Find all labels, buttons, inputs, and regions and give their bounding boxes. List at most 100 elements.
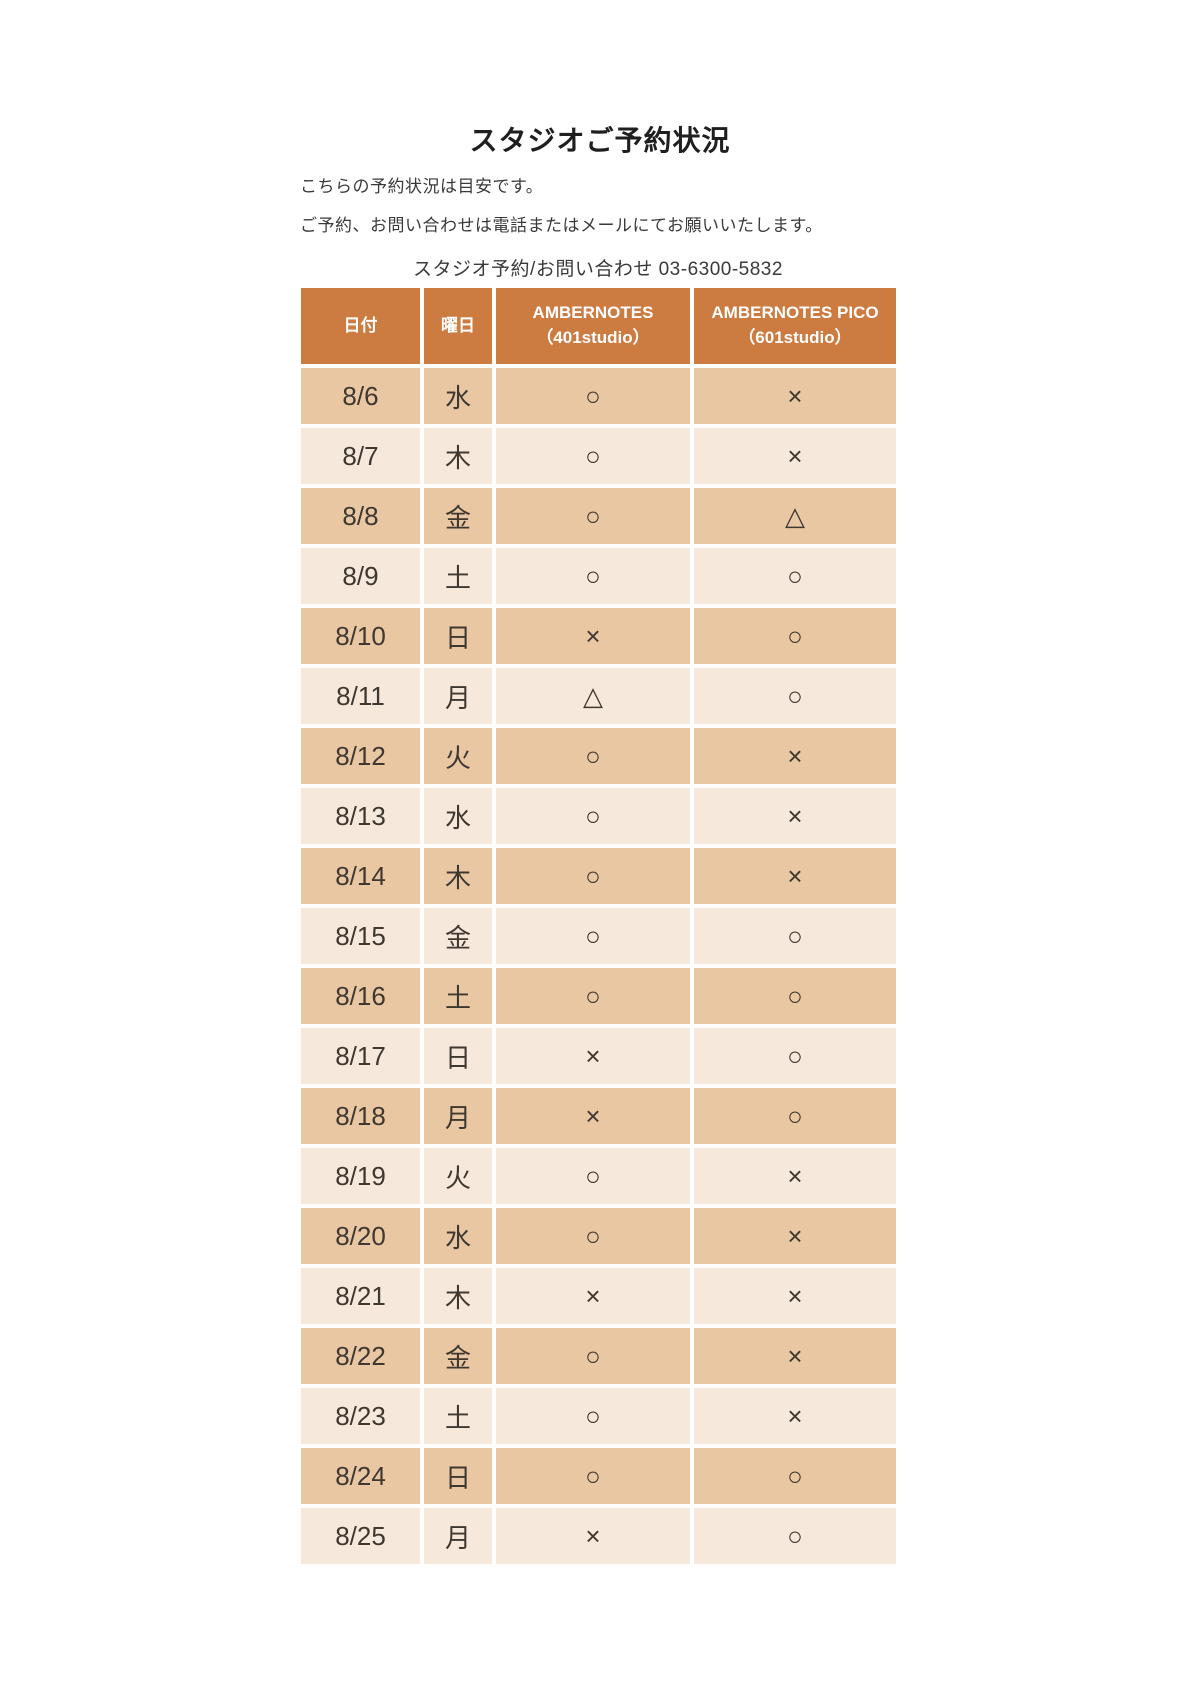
cell-status-601: ○ (694, 1028, 896, 1084)
cell-status-401: × (496, 1508, 690, 1564)
table-row: 8/8 金 ○ △ (301, 488, 896, 544)
cell-day: 日 (424, 608, 492, 664)
table-row: 8/21 木 × × (301, 1268, 896, 1324)
cell-status-401: ○ (496, 488, 690, 544)
cell-status-601: × (694, 1388, 896, 1444)
note-disclaimer: こちらの予約状況は目安です。 (300, 177, 544, 196)
reservation-table-head: 日付 曜日 AMBERNOTES （401studio） AMBERNOTES … (301, 288, 896, 364)
cell-date: 8/18 (301, 1088, 420, 1144)
cell-day: 金 (424, 488, 492, 544)
cell-status-401: ○ (496, 1208, 690, 1264)
cell-status-401: ○ (496, 728, 690, 784)
cell-status-401: ○ (496, 848, 690, 904)
table-row: 8/6 水 ○ × (301, 368, 896, 424)
header-studio-401-name: AMBERNOTES (532, 303, 654, 323)
cell-date: 8/16 (301, 968, 420, 1024)
table-row: 8/19 火 ○ × (301, 1148, 896, 1204)
table-row: 8/25 月 × ○ (301, 1508, 896, 1564)
cell-date: 8/25 (301, 1508, 420, 1564)
cell-date: 8/9 (301, 548, 420, 604)
cell-date: 8/17 (301, 1028, 420, 1084)
cell-day: 水 (424, 368, 492, 424)
cell-status-401: × (496, 1088, 690, 1144)
cell-date: 8/13 (301, 788, 420, 844)
table-row: 8/12 火 ○ × (301, 728, 896, 784)
cell-status-401: ○ (496, 428, 690, 484)
cell-status-601: △ (694, 488, 896, 544)
cell-status-601: × (694, 1328, 896, 1384)
header-studio-601: AMBERNOTES PICO （601studio） (694, 288, 896, 364)
note-contact-method: ご予約、お問い合わせは電話またはメールにてお願いいたします。 (300, 216, 823, 235)
cell-day: 火 (424, 1148, 492, 1204)
cell-day: 土 (424, 1388, 492, 1444)
cell-day: 土 (424, 548, 492, 604)
table-row: 8/14 木 ○ × (301, 848, 896, 904)
cell-day: 日 (424, 1028, 492, 1084)
cell-status-601: × (694, 788, 896, 844)
cell-day: 日 (424, 1448, 492, 1504)
cell-date: 8/24 (301, 1448, 420, 1504)
cell-date: 8/15 (301, 908, 420, 964)
cell-day: 火 (424, 728, 492, 784)
cell-day: 金 (424, 1328, 492, 1384)
cell-date: 8/14 (301, 848, 420, 904)
header-studio-601-name: AMBERNOTES PICO (711, 303, 879, 323)
cell-status-401: ○ (496, 1328, 690, 1384)
header-studio-401-sub: （401studio） (536, 328, 650, 347)
cell-status-601: ○ (694, 548, 896, 604)
cell-status-601: × (694, 368, 896, 424)
cell-date: 8/22 (301, 1328, 420, 1384)
cell-status-401: × (496, 1268, 690, 1324)
header-studio-401: AMBERNOTES （401studio） (496, 288, 690, 364)
cell-status-401: ○ (496, 968, 690, 1024)
table-row: 8/10 日 × ○ (301, 608, 896, 664)
cell-date: 8/7 (301, 428, 420, 484)
header-day: 曜日 (424, 288, 492, 364)
cell-date: 8/6 (301, 368, 420, 424)
cell-status-401: × (496, 1028, 690, 1084)
cell-date: 8/20 (301, 1208, 420, 1264)
table-row: 8/16 土 ○ ○ (301, 968, 896, 1024)
cell-status-401: × (496, 608, 690, 664)
cell-day: 月 (424, 1508, 492, 1564)
cell-status-601: ○ (694, 1448, 896, 1504)
cell-status-401: ○ (496, 1388, 690, 1444)
table-row: 8/11 月 △ ○ (301, 668, 896, 724)
cell-status-401: ○ (496, 788, 690, 844)
table-row: 8/20 水 ○ × (301, 1208, 896, 1264)
cell-date: 8/12 (301, 728, 420, 784)
reservation-table: 日付 曜日 AMBERNOTES （401studio） AMBERNOTES … (297, 284, 900, 1568)
table-row: 8/22 金 ○ × (301, 1328, 896, 1384)
cell-date: 8/11 (301, 668, 420, 724)
table-row: 8/24 日 ○ ○ (301, 1448, 896, 1504)
cell-status-401: ○ (496, 368, 690, 424)
table-row: 8/23 土 ○ × (301, 1388, 896, 1444)
cell-status-601: × (694, 728, 896, 784)
cell-day: 木 (424, 1268, 492, 1324)
cell-status-401: ○ (496, 1448, 690, 1504)
cell-status-601: × (694, 428, 896, 484)
reservation-table-body: 8/6 水 ○ × 8/7 木 ○ × 8/8 金 ○ △ 8/9 土 ○ ○ … (301, 368, 896, 1564)
cell-day: 月 (424, 1088, 492, 1144)
table-row: 8/15 金 ○ ○ (301, 908, 896, 964)
cell-date: 8/10 (301, 608, 420, 664)
cell-status-601: ○ (694, 608, 896, 664)
table-row: 8/9 土 ○ ○ (301, 548, 896, 604)
cell-status-601: × (694, 848, 896, 904)
cell-status-601: × (694, 1208, 896, 1264)
cell-status-601: × (694, 1268, 896, 1324)
header-row: 日付 曜日 AMBERNOTES （401studio） AMBERNOTES … (301, 288, 896, 364)
contact-phone-line: スタジオ予約/お問い合わせ 03-6300-5832 (413, 259, 783, 280)
cell-status-401: ○ (496, 1148, 690, 1204)
table-row: 8/18 月 × ○ (301, 1088, 896, 1144)
cell-day: 月 (424, 668, 492, 724)
cell-day: 水 (424, 1208, 492, 1264)
cell-status-601: ○ (694, 908, 896, 964)
header-date: 日付 (301, 288, 420, 364)
cell-status-401: ○ (496, 548, 690, 604)
cell-date: 8/21 (301, 1268, 420, 1324)
cell-day: 木 (424, 428, 492, 484)
page-title: スタジオご予約状況 (469, 125, 731, 156)
cell-day: 金 (424, 908, 492, 964)
